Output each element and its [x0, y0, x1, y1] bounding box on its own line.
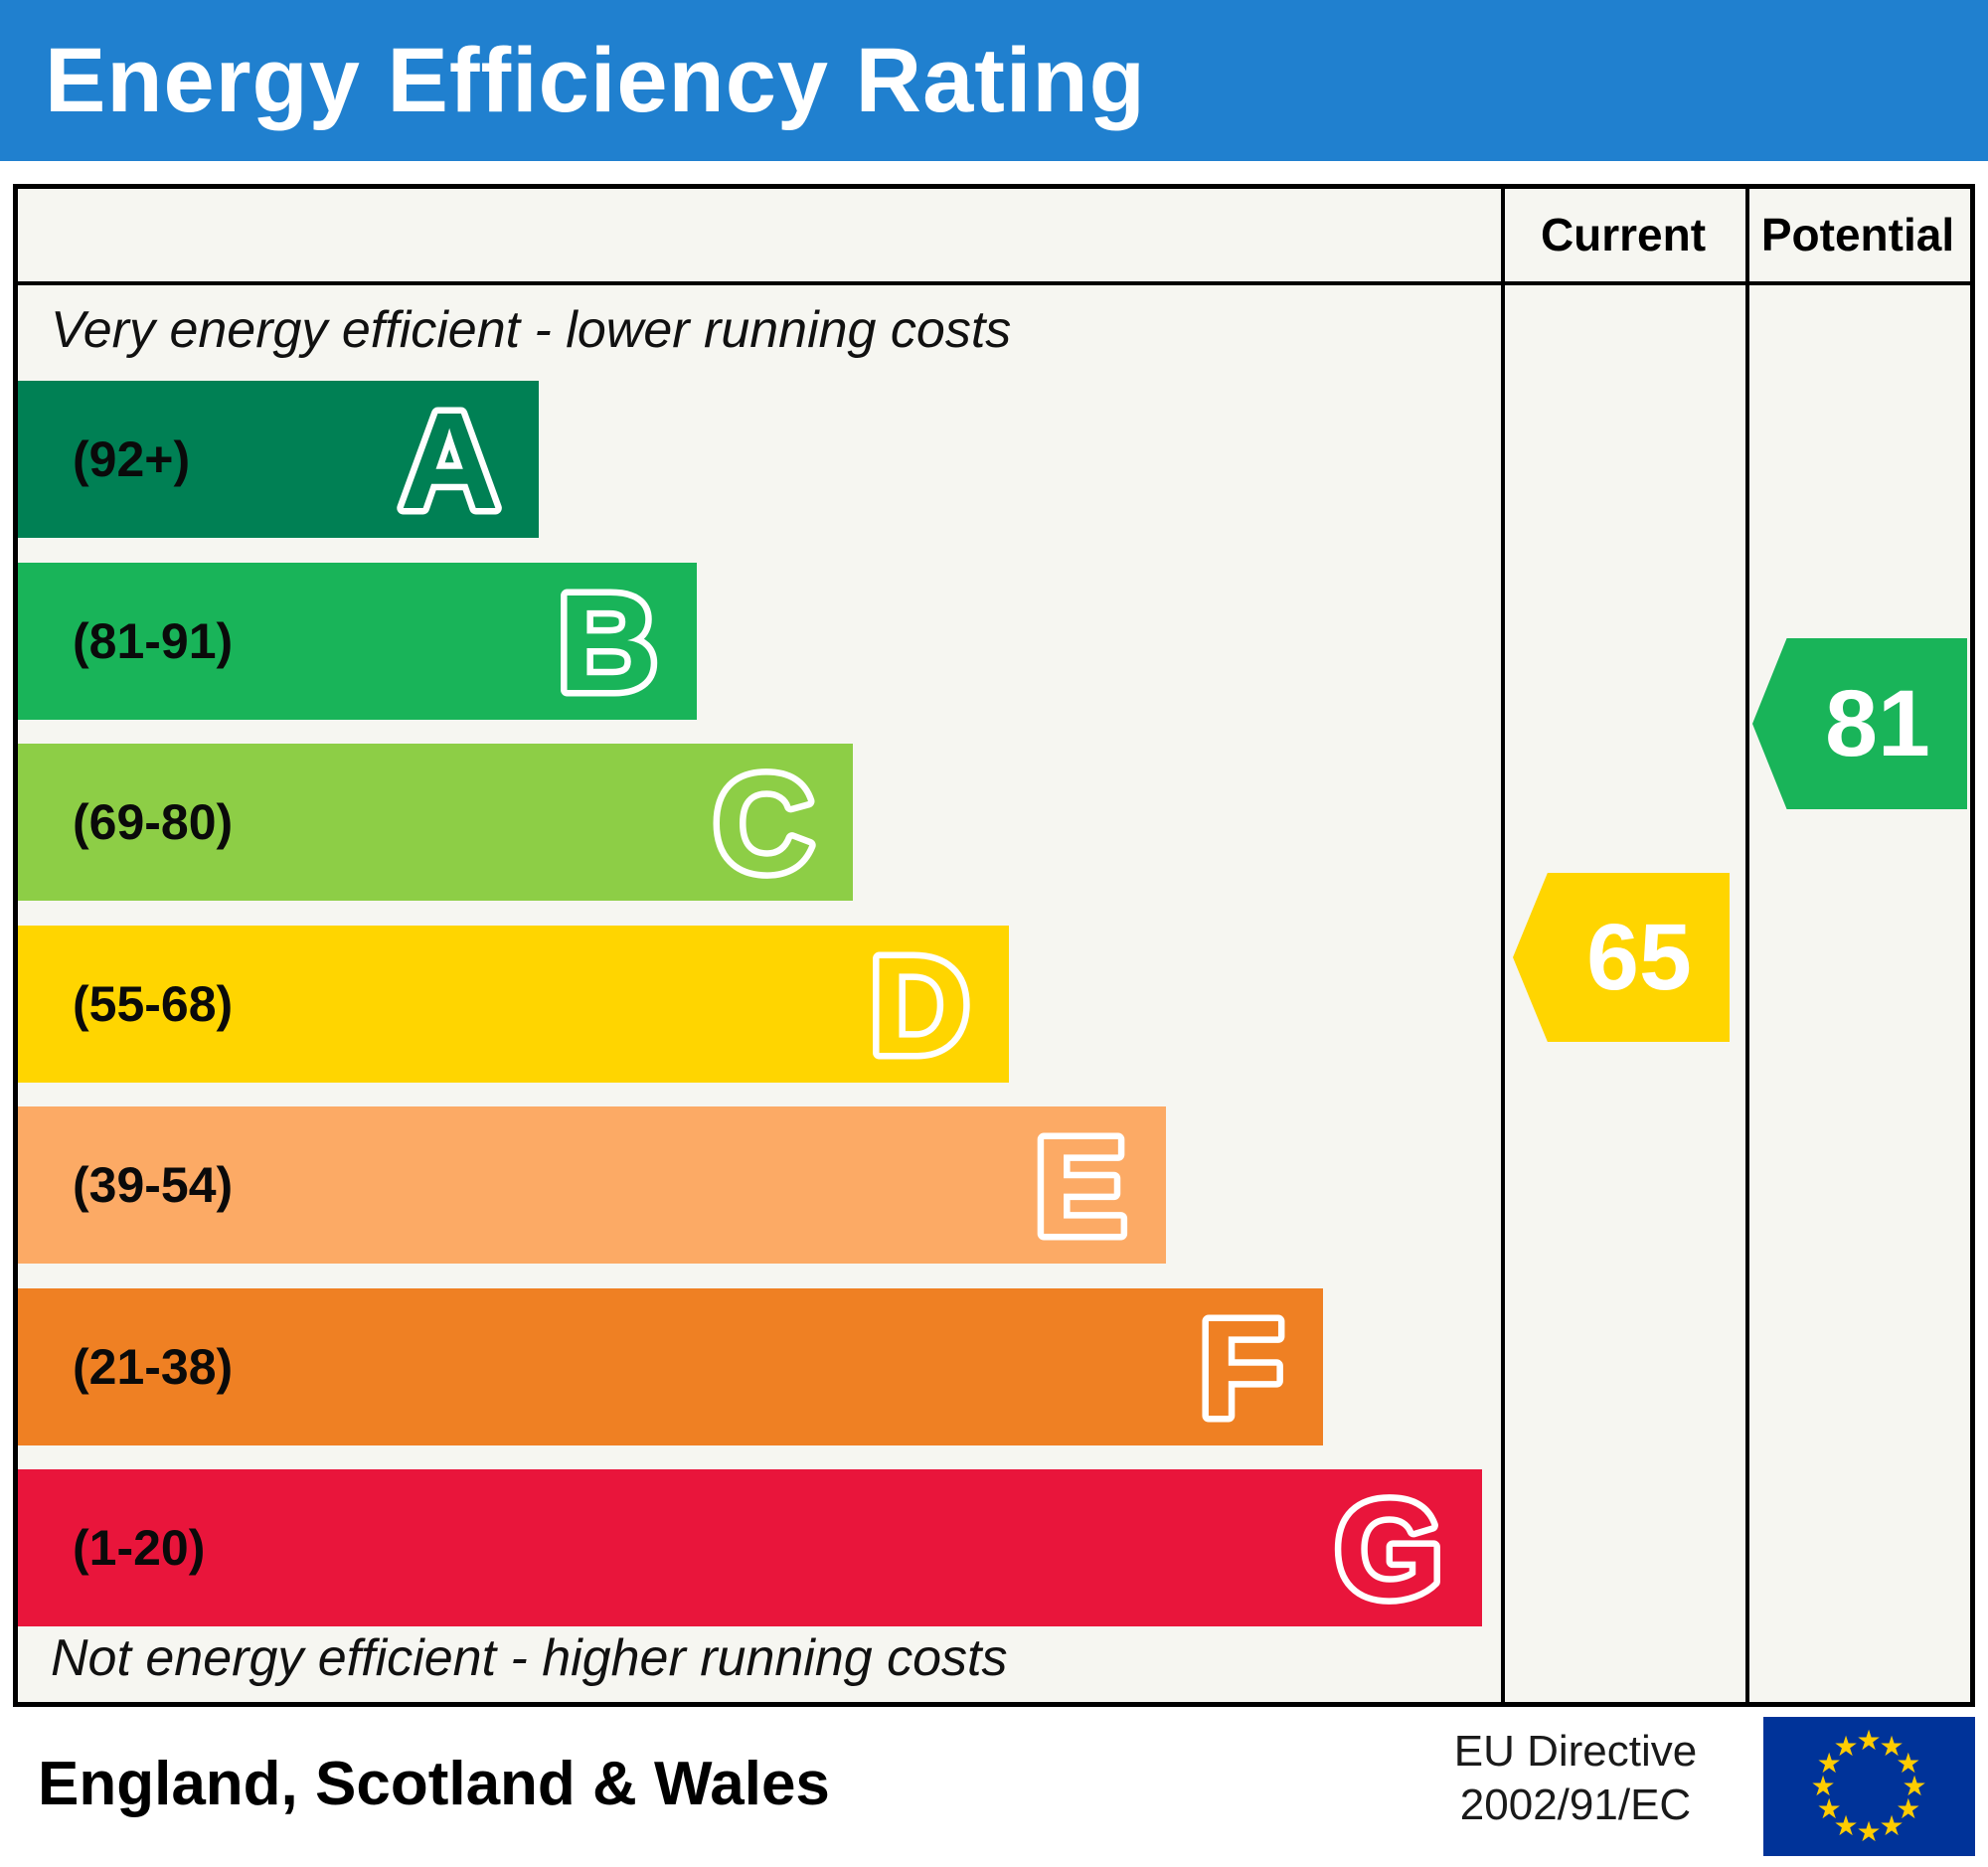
svg-text:A: A: [400, 385, 499, 538]
band-range-label: (39-54): [73, 1157, 234, 1213]
band-row-a: (92+) A: [18, 381, 539, 538]
band-row-f: (21-38) F: [18, 1288, 1323, 1445]
bottom-note: Not energy efficient - higher running co…: [51, 1629, 1008, 1687]
band-letter-e: E: [1028, 1106, 1132, 1264]
eu-directive-line2: 2002/91/EC: [1459, 1781, 1692, 1829]
svg-text:B: B: [558, 567, 657, 720]
eu-flag-star: ★: [1856, 1816, 1882, 1847]
band-row-b: (81-91) B: [18, 563, 697, 720]
eu-flag: ★ ★ ★ ★ ★ ★ ★ ★ ★ ★ ★ ★: [1763, 1717, 1975, 1856]
eu-flag-star: ★: [1833, 1809, 1859, 1841]
band-letter-g: G: [1329, 1469, 1448, 1626]
band-range-label: (92+): [73, 431, 191, 487]
eu-directive-label: EU Directive 2002/91/EC: [1411, 1725, 1740, 1832]
eu-flag-star: ★: [1896, 1793, 1921, 1824]
eu-flag-star: ★: [1902, 1771, 1927, 1801]
band-range-label: (55-68): [73, 976, 234, 1032]
eu-flag-star: ★: [1856, 1725, 1882, 1756]
band-row-e: (39-54) E: [18, 1106, 1166, 1264]
eu-directive-line1: EU Directive: [1453, 1727, 1698, 1776]
eu-flag-star: ★: [1879, 1809, 1905, 1841]
current-column-header: Current: [1540, 209, 1707, 260]
current-rating-arrow: 65: [1513, 873, 1730, 1042]
eu-flag-star: ★: [1879, 1731, 1905, 1763]
region-label: England, Scotland & Wales: [38, 1750, 830, 1818]
eu-flag-star: ★: [1833, 1731, 1859, 1763]
band-row-g: (1-20) G: [18, 1469, 1482, 1626]
band-letter-c: C: [708, 744, 820, 901]
band-row-c: (69-80) C: [18, 744, 853, 901]
chart-header-bar: Energy Efficiency Rating: [0, 0, 1988, 161]
svg-text:D: D: [870, 930, 969, 1083]
band-range-label: (21-38): [73, 1339, 234, 1395]
potential-column-header: Potential: [1760, 209, 1955, 260]
potential-rating-arrow: 81: [1752, 638, 1967, 809]
band-range-label: (81-91): [73, 613, 234, 669]
column-header-rule: [18, 281, 1970, 285]
eu-flag-star: ★: [1896, 1748, 1921, 1779]
rating-scale-panel: Current Potential Very energy efficient …: [13, 184, 1975, 1707]
band-letter-a: A: [394, 381, 506, 538]
potential-rating-value: 81: [1825, 670, 1930, 776]
svg-text:G: G: [1336, 1473, 1442, 1626]
band-letter-b: B: [552, 563, 664, 720]
svg-text:C: C: [714, 748, 813, 901]
current-column-divider: [1501, 189, 1505, 1702]
chart-footer: England, Scotland & Wales EU Directive 2…: [0, 1707, 1988, 1867]
band-range-label: (1-20): [73, 1520, 206, 1576]
band-row-d: (55-68) D: [18, 926, 1009, 1083]
chart-title: Energy Efficiency Rating: [45, 30, 1146, 131]
svg-text:E: E: [1035, 1110, 1126, 1264]
top-note: Very energy efficient - lower running co…: [51, 301, 1012, 359]
potential-column-divider: [1745, 189, 1749, 1702]
band-letter-f: F: [1193, 1288, 1289, 1445]
eu-flag-star: ★: [1816, 1793, 1842, 1824]
current-rating-value: 65: [1586, 904, 1692, 1010]
band-letter-d: D: [864, 926, 976, 1083]
eu-flag-star: ★: [1816, 1748, 1842, 1779]
eu-flag-star: ★: [1810, 1771, 1836, 1801]
band-range-label: (69-80): [73, 794, 234, 850]
svg-text:F: F: [1200, 1292, 1283, 1445]
